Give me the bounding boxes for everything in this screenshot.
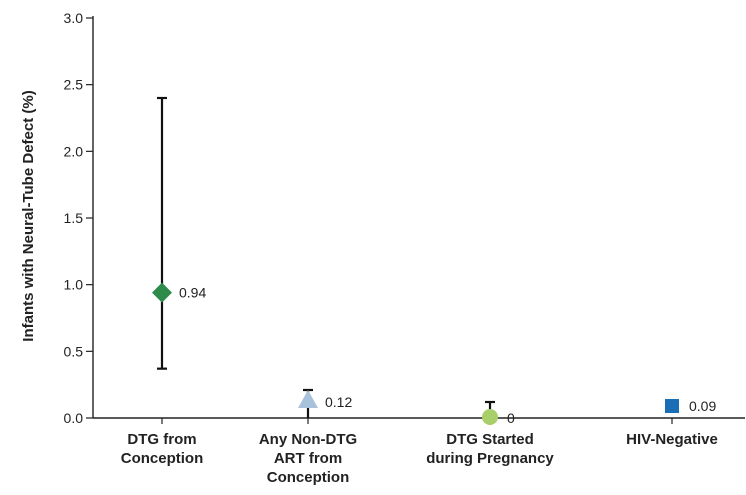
category-label-line: ART from [274,450,342,467]
value-label: 0 [507,410,515,426]
y-tick-label: 2.5 [64,77,84,93]
circle-marker [482,409,498,425]
square-marker [665,399,679,413]
value-label: 0.12 [325,394,352,410]
y-tick-label: 0.5 [64,343,84,359]
category-label-line: Conception [121,450,204,467]
y-axis-title: Infants with Neural-Tube Defect (%) [20,90,37,341]
triangle-marker [298,390,318,408]
category-label-line: DTG Started [446,431,534,448]
category-label: Any Non-DTG ART from Conception [259,431,357,486]
category-label-line: DTG from [127,431,196,448]
y-tick-label: 1.0 [64,277,84,293]
category-label-line: Conception [267,469,350,486]
category-label: DTG Started during Pregnancy [426,431,554,467]
y-tick-label: 3.0 [64,10,84,26]
diamond-marker [152,282,172,303]
value-label: 0.94 [179,285,206,301]
y-tick-label: 1.5 [64,210,84,226]
category-label-line: during Pregnancy [426,450,554,467]
y-tick-label: 2.0 [64,143,84,159]
y-tick-label: 0.0 [64,410,84,426]
value-label: 0.09 [689,398,716,414]
category-label-line: HIV-Negative [626,431,718,448]
category-label-line: Any Non-DTG [259,431,357,448]
category-label: DTG from Conception [121,431,204,467]
category-label: HIV-Negative [626,431,718,448]
